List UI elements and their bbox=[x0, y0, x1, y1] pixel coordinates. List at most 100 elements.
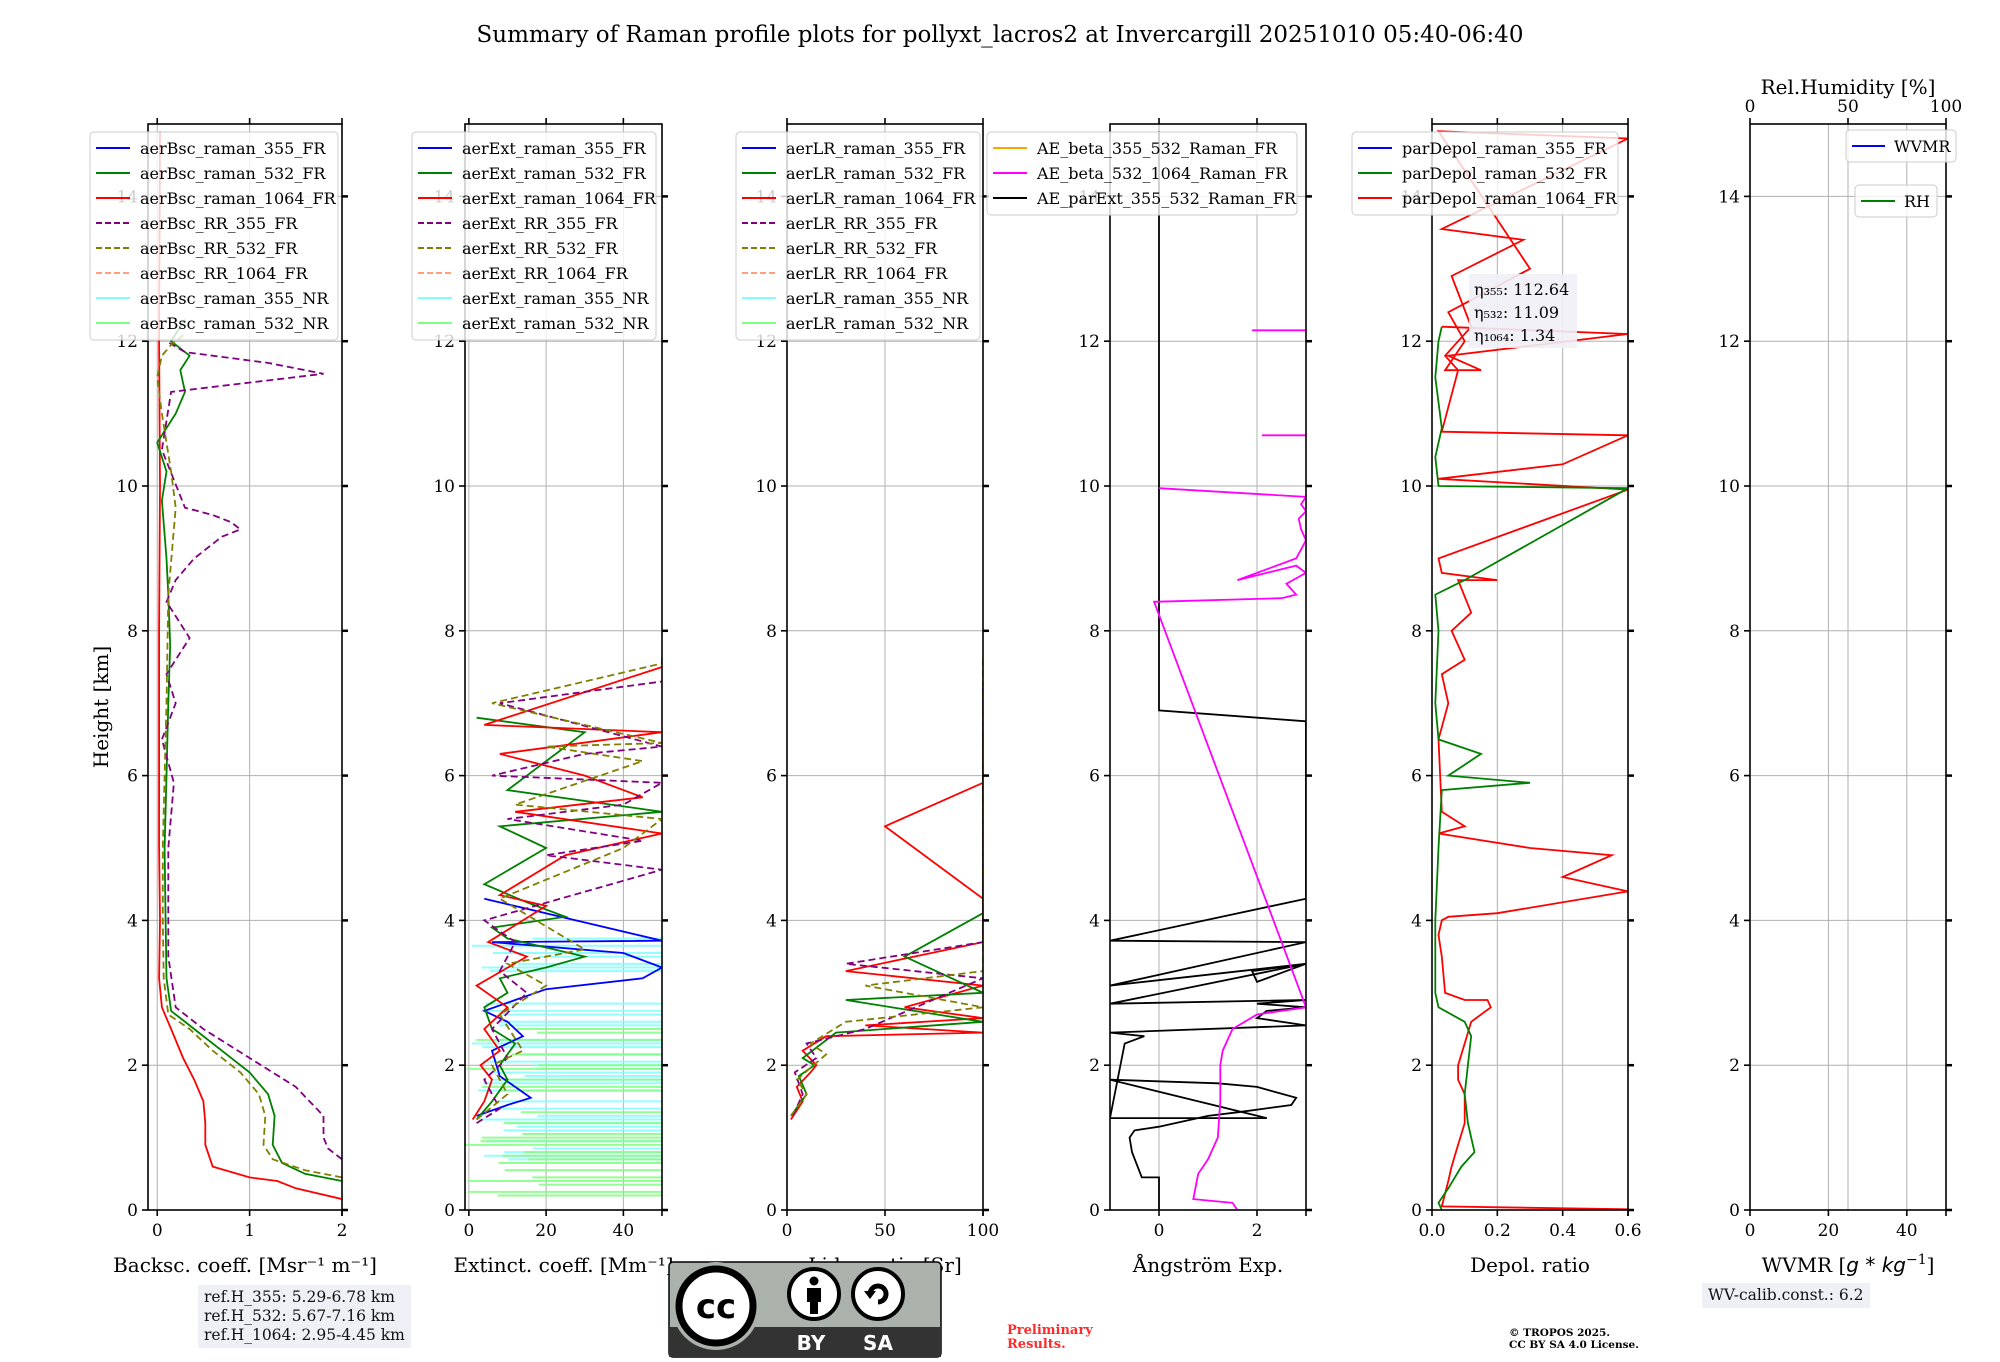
legend-label: aerLR_raman_532_NR bbox=[786, 314, 969, 333]
series-aerLR_RR_532_FR bbox=[790, 656, 983, 1117]
share-alike-icon bbox=[851, 1267, 905, 1321]
legend-label: aerExt_raman_532_NR bbox=[462, 314, 650, 333]
cc-by-sa-license-badge[interactable]: cc BY SA bbox=[668, 1261, 942, 1358]
y-tick-label: 2 bbox=[444, 1056, 455, 1076]
x-axis-label: WVMR [g * kg−1] bbox=[1762, 1252, 1935, 1277]
y-tick-label: 8 bbox=[1411, 622, 1422, 642]
series-aerExt_RR_532_FR bbox=[476, 656, 662, 1121]
by-label: BY bbox=[797, 1331, 826, 1355]
legend-label: AE_beta_532_1064_Raman_FR bbox=[1036, 164, 1288, 183]
y-tick-label: 2 bbox=[127, 1056, 138, 1076]
y-tick-label: 2 bbox=[1729, 1056, 1740, 1076]
panel-lidar_ratio: 02468101214050100Lidar ratio [Sr]aerLR_r… bbox=[735, 118, 999, 1277]
x-tick-label: 20 bbox=[1818, 1221, 1840, 1241]
x-axis-label: Depol. ratio bbox=[1470, 1253, 1590, 1277]
y-tick-label: 0 bbox=[127, 1201, 138, 1221]
y-tick-label: 6 bbox=[1089, 767, 1100, 787]
legend-frame bbox=[1854, 184, 1938, 218]
y-tick-label: 0 bbox=[766, 1201, 777, 1221]
x-tick-label: 0.6 bbox=[1614, 1221, 1641, 1241]
y-tick-label: 12 bbox=[1718, 332, 1740, 352]
legend: aerLR_raman_355_FR aerLR_raman_532_FR aerL… bbox=[735, 131, 981, 341]
copyright-line-2: CC BY SA 4.0 License. bbox=[1509, 1339, 1639, 1351]
y-tick-label: 4 bbox=[444, 911, 455, 931]
y-tick-label: 4 bbox=[127, 911, 138, 931]
x-tick-label: 50 bbox=[874, 1221, 896, 1241]
series-parDepol_raman_532_FR bbox=[1434, 326, 1628, 1210]
axes-frame bbox=[1109, 123, 1307, 1211]
legend-label: WVMR bbox=[1894, 137, 1951, 156]
preliminary-line-2: Results. bbox=[1007, 1337, 1066, 1352]
y-tick-label: 10 bbox=[1400, 477, 1422, 497]
annotation-box bbox=[1469, 274, 1577, 348]
copyright-line-1: © TROPOS 2025. bbox=[1509, 1327, 1611, 1339]
top-x-tick-label: 50 bbox=[1837, 97, 1859, 117]
ref-height-1064: ref.H_1064: 2.95-4.45 km bbox=[204, 1326, 405, 1344]
ref-height-355: ref.H_355: 5.29-6.78 km bbox=[204, 1288, 395, 1306]
legend-label: aerLR_RR_532_FR bbox=[786, 239, 938, 258]
legend-label: aerBsc_raman_355_FR bbox=[140, 139, 326, 158]
legend: aerBsc_raman_355_FR aerBsc_raman_532_FRae… bbox=[89, 131, 339, 341]
y-tick-label: 10 bbox=[755, 477, 777, 497]
legend-label: aerLR_raman_355_FR bbox=[786, 139, 966, 158]
legend-label: aerLR_raman_355_NR bbox=[786, 289, 969, 308]
y-tick-label: 8 bbox=[444, 622, 455, 642]
legend-label: aerLR_raman_532_FR bbox=[786, 164, 966, 183]
y-tick-label: 8 bbox=[1729, 622, 1740, 642]
y-tick-label: 4 bbox=[1729, 911, 1740, 931]
preliminary-line-1: Preliminary bbox=[1007, 1323, 1093, 1338]
legend-label: parDepol_raman_1064_FR bbox=[1402, 189, 1618, 208]
y-tick-label: 14 bbox=[1718, 187, 1740, 207]
series-aerLR_raman_532_FR bbox=[790, 761, 983, 1117]
series-group bbox=[1110, 131, 1306, 1210]
x-tick-label: 0 bbox=[463, 1221, 474, 1241]
x-axis-label-sup: −1 bbox=[1906, 1252, 1927, 1268]
y-tick-label: 10 bbox=[433, 477, 455, 497]
svg-text:cc: cc bbox=[696, 1287, 736, 1327]
x-tick-label: 0.4 bbox=[1549, 1221, 1576, 1241]
legend-frame bbox=[411, 131, 657, 341]
x-tick-label: 2 bbox=[1252, 1221, 1263, 1241]
x-tick-label: 2 bbox=[337, 1221, 348, 1241]
legend-label: aerBsc_raman_1064_FR bbox=[140, 189, 337, 208]
y-tick-label: 6 bbox=[444, 767, 455, 787]
eta-value: η₅₃₂: 11.09 bbox=[1474, 303, 1559, 322]
wv-calibration-box: WV-calib.const.: 6.2 bbox=[1702, 1283, 1870, 1308]
legend-label: aerBsc_RR_355_FR bbox=[140, 214, 298, 233]
legend: parDepol_raman_355_FR parDepol_raman_532_… bbox=[1351, 131, 1619, 216]
legend: AE_beta_355_532_Raman_FR AE_beta_532_1064… bbox=[986, 131, 1298, 216]
x-axis-label-main: WVMR [ bbox=[1762, 1253, 1847, 1277]
eta-value: η₃₅₅: 112.64 bbox=[1474, 280, 1569, 299]
series-aerLR_raman_1064_FR bbox=[790, 724, 983, 1120]
y-axis-label: Height [km] bbox=[89, 646, 113, 768]
x-tick-label: 0.2 bbox=[1484, 1221, 1511, 1241]
legend-label: aerLR_raman_1064_FR bbox=[786, 189, 976, 208]
legend-label: aerExt_raman_355_NR bbox=[462, 289, 650, 308]
series-group bbox=[790, 656, 983, 1120]
series-aerExt_raman_355_FR bbox=[476, 897, 662, 1117]
y-tick-label: 6 bbox=[766, 767, 777, 787]
preliminary-results-note: Preliminary Results. bbox=[1007, 1324, 1093, 1352]
copyright-note: © TROPOS 2025. CC BY SA 4.0 License. bbox=[1509, 1327, 1639, 1351]
x-tick-label: 1 bbox=[244, 1221, 255, 1241]
series-AE_parExt_355_532_Raman_FR bbox=[1110, 131, 1306, 1210]
y-tick-label: 0 bbox=[1729, 1201, 1740, 1221]
figure-title: Summary of Raman profile plots for polly… bbox=[476, 22, 1524, 48]
panel-angstrom: 0246810121402Ångström Exp.AE_beta_355_53… bbox=[986, 118, 1312, 1277]
series-aerBsc_raman_1064_FR bbox=[158, 131, 342, 1200]
x-axis-label: Backsc. coeff. [Msr⁻¹ m⁻¹] bbox=[113, 1253, 377, 1277]
y-tick-label: 0 bbox=[444, 1201, 455, 1221]
legend-wvmr: WVMR bbox=[1845, 129, 1957, 163]
legend-frame bbox=[1351, 131, 1619, 216]
series-aerExt_raman_532_FR bbox=[475, 716, 662, 1121]
legend-label: aerExt_raman_532_FR bbox=[462, 164, 647, 183]
y-tick-label: 2 bbox=[766, 1056, 777, 1076]
legend-label: aerBsc_raman_355_NR bbox=[140, 289, 329, 308]
x-tick-label: 100 bbox=[967, 1221, 999, 1241]
y-tick-label: 12 bbox=[1078, 332, 1100, 352]
y-tick-label: 4 bbox=[1089, 911, 1100, 931]
y-tick-label: 2 bbox=[1089, 1056, 1100, 1076]
y-tick-label: 6 bbox=[1411, 767, 1422, 787]
series-group bbox=[465, 656, 662, 1197]
sa-label: SA bbox=[863, 1331, 893, 1355]
